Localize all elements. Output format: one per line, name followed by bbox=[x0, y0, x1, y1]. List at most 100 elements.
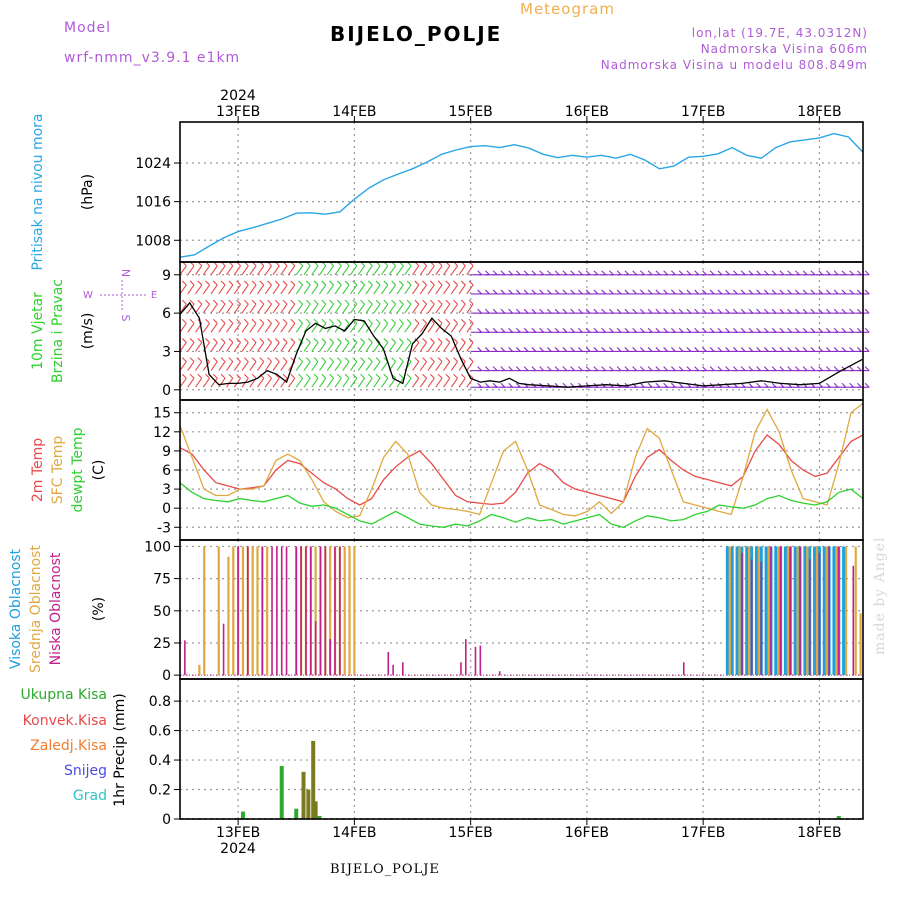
x-bottom-tick-label: 15FEB bbox=[448, 825, 492, 841]
wind-barb bbox=[179, 377, 187, 388]
wind-barb bbox=[226, 265, 234, 276]
low-cloud-bar bbox=[682, 662, 685, 676]
wind-barb-flag bbox=[709, 366, 715, 372]
wind-barb-flag bbox=[678, 382, 684, 388]
low-cloud-bar bbox=[339, 546, 341, 676]
wind-barb bbox=[435, 284, 443, 295]
wind-barb-flag bbox=[414, 318, 420, 324]
wind-barb-flag bbox=[181, 299, 187, 305]
wind-barb bbox=[195, 303, 203, 314]
wind-barb bbox=[404, 342, 412, 352]
wind-barb-flag bbox=[593, 289, 599, 295]
wind-barb-flag bbox=[344, 318, 350, 324]
wind-barb-flag bbox=[826, 270, 831, 276]
wind-barb bbox=[373, 361, 381, 371]
low-cloud-bar bbox=[818, 552, 821, 676]
wind-barb-flag bbox=[694, 366, 700, 372]
wind-barb bbox=[466, 342, 474, 352]
wind-barb-flag bbox=[228, 280, 234, 286]
wind-barb-flag bbox=[686, 270, 692, 276]
wind-barb-flag bbox=[709, 289, 715, 295]
wind-barb-flag bbox=[228, 357, 234, 362]
wind-barb-flag bbox=[663, 382, 669, 388]
wind-barb-flag bbox=[694, 308, 700, 314]
cloud-axis-title-3: Niska Oblacnost bbox=[48, 552, 64, 665]
wind-barb bbox=[466, 322, 474, 333]
low-cloud-bars bbox=[184, 546, 855, 676]
wind-barb bbox=[326, 377, 335, 388]
wind-barb-flag bbox=[313, 280, 319, 286]
wind-barb-flag bbox=[212, 338, 218, 343]
wind-barb-flag bbox=[508, 327, 514, 333]
wind-barb-flag bbox=[640, 366, 645, 372]
wind-barb-flag bbox=[733, 366, 738, 372]
wind-barb-flag bbox=[445, 373, 451, 379]
wind-barb-flag bbox=[437, 299, 443, 305]
wind-barb-flag bbox=[554, 289, 560, 295]
wind-barb-flag bbox=[453, 357, 458, 362]
wind-barb bbox=[202, 265, 211, 276]
wind-barb-flag bbox=[313, 357, 319, 362]
wind-barb-flag bbox=[795, 366, 800, 372]
temp-unit-label: (C) bbox=[91, 460, 107, 481]
wind-barb-flag bbox=[578, 289, 583, 295]
precip-bar bbox=[317, 816, 322, 819]
wind-barb-flag bbox=[313, 373, 319, 379]
wind-barb bbox=[295, 377, 304, 388]
wind-barb-flag bbox=[336, 299, 342, 305]
wind-barb-flag bbox=[764, 308, 769, 314]
wind-barb bbox=[381, 377, 389, 388]
wind-barb bbox=[303, 284, 311, 295]
wind-barb-flag bbox=[725, 308, 731, 314]
wind-barb-flag bbox=[484, 366, 490, 372]
wind-barb-flag bbox=[336, 338, 342, 343]
wind-barb bbox=[280, 361, 288, 371]
wind-barb-flag bbox=[321, 318, 327, 324]
wind-barb-flag bbox=[601, 289, 607, 295]
wind-barb-flag bbox=[725, 347, 731, 352]
sfc-temp-line bbox=[179, 402, 864, 519]
wind-barb-flag bbox=[655, 347, 661, 352]
wind-barb-flag bbox=[554, 308, 560, 314]
wind-barb bbox=[458, 377, 466, 388]
wind-barb-flag bbox=[717, 308, 723, 314]
high-cloud-bar bbox=[730, 546, 734, 676]
wind-barb-flag bbox=[329, 338, 334, 343]
wind-barb bbox=[435, 377, 443, 388]
high-cloud-bar bbox=[813, 546, 817, 676]
wind-barb-flag bbox=[460, 318, 466, 324]
wind-barb-flag bbox=[468, 357, 474, 362]
wind-barb bbox=[342, 303, 350, 314]
wind-barb bbox=[311, 303, 319, 314]
wind-barb-flag bbox=[833, 308, 839, 314]
wind-barb bbox=[280, 342, 288, 352]
wind-barb-flag bbox=[740, 327, 746, 333]
wind-barb-flag bbox=[671, 366, 676, 372]
wind-barb bbox=[202, 377, 211, 388]
wind-barb-flag bbox=[516, 347, 521, 352]
y-tick-label: 6 bbox=[162, 306, 171, 322]
wind-barb bbox=[412, 322, 420, 333]
wind-barb bbox=[241, 303, 249, 314]
wind-barb-flag bbox=[375, 357, 381, 362]
x-bottom-tick-label: 13FEB bbox=[216, 825, 260, 841]
wind-barb bbox=[365, 342, 373, 352]
wind-barb-flag bbox=[802, 289, 808, 295]
wind-barb-flag bbox=[336, 373, 342, 379]
wind-barb-flag bbox=[205, 373, 210, 379]
wind-barb-flag bbox=[484, 327, 490, 333]
wind-barb-flag bbox=[236, 318, 241, 324]
wind-barb-flag bbox=[523, 289, 529, 295]
wind-barb bbox=[311, 377, 319, 388]
low-cloud-bar bbox=[276, 546, 278, 676]
wind-barb bbox=[443, 377, 451, 388]
low-cloud-bar bbox=[247, 546, 249, 676]
wind-barb bbox=[226, 322, 234, 333]
wind-barb-flag bbox=[709, 347, 715, 352]
mid-cloud-bar bbox=[256, 546, 259, 676]
wind-barb-flag bbox=[492, 308, 498, 314]
wind-barb bbox=[179, 303, 187, 314]
low-cloud-bar bbox=[309, 546, 312, 676]
wind-barb-flag bbox=[267, 299, 272, 305]
wind-barb-flag bbox=[810, 347, 816, 352]
